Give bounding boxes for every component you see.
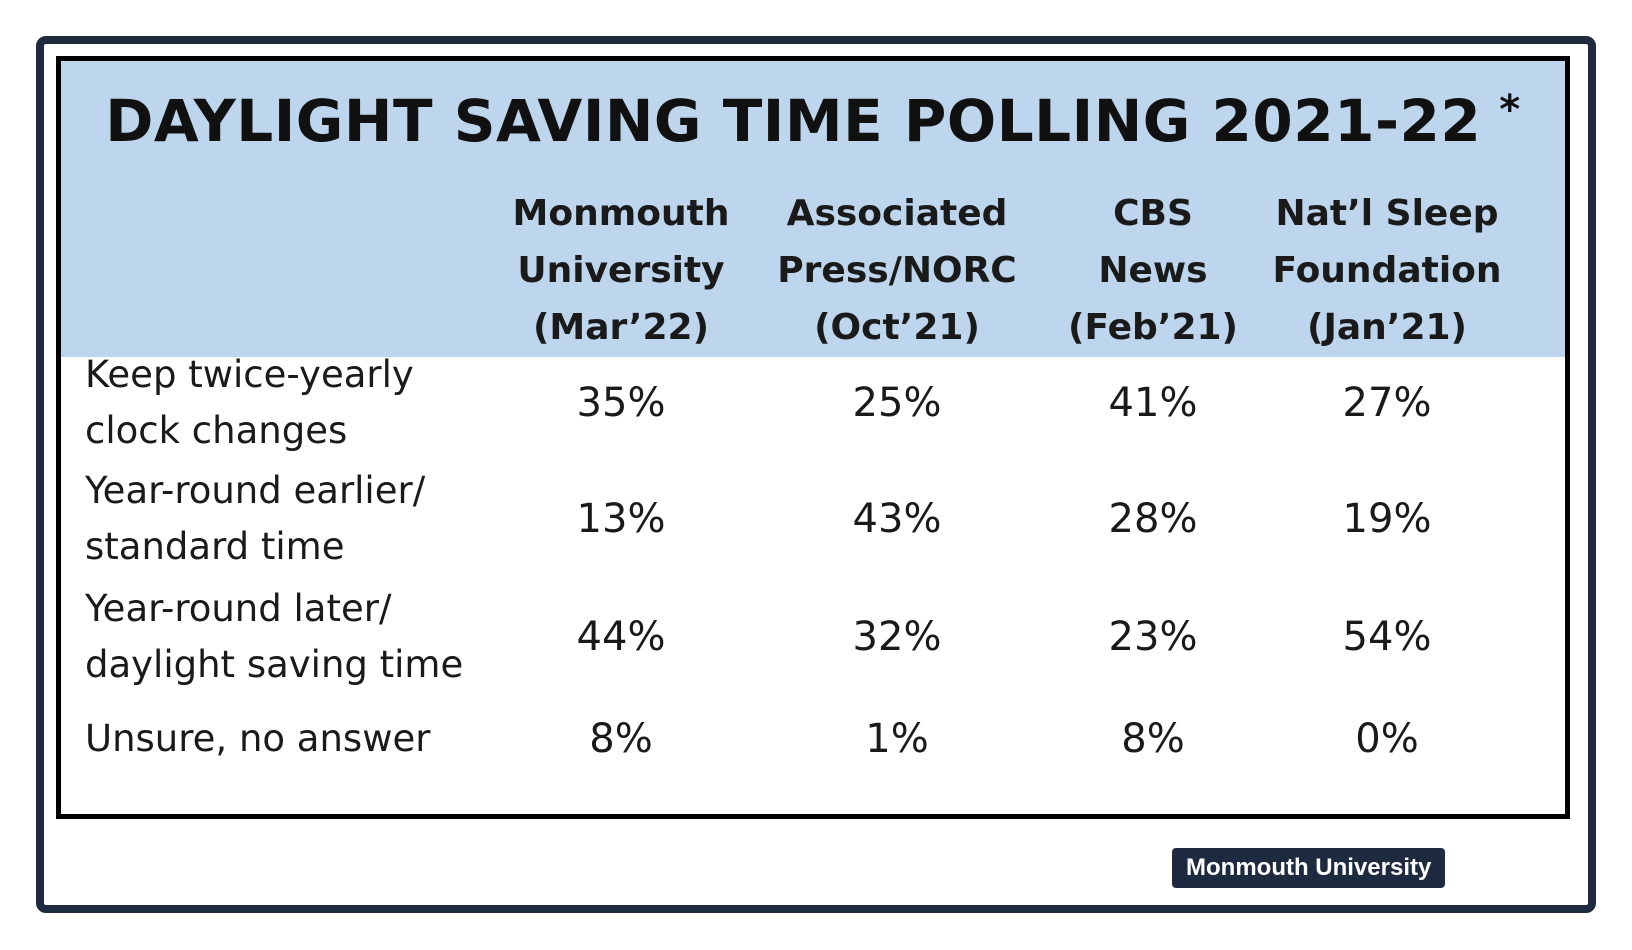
header-band xyxy=(61,61,1565,357)
data-cell: 23% xyxy=(1108,614,1198,660)
row-label: Year-round earlier/standard time xyxy=(85,463,425,575)
row-label: Unsure, no answer xyxy=(85,711,430,767)
data-cell: 0% xyxy=(1355,716,1419,762)
row-label-line: Keep twice-yearly xyxy=(85,353,414,396)
row-label: Year-round later/daylight saving time xyxy=(85,581,463,693)
data-cell: 8% xyxy=(589,716,653,762)
data-cell: 44% xyxy=(576,614,666,660)
column-header-line: University xyxy=(517,250,725,291)
row-label-line: daylight saving time xyxy=(85,643,464,686)
column-header-monmouth: Monmouth University (Mar’22) xyxy=(491,185,751,356)
data-cell: 27% xyxy=(1342,380,1432,426)
column-header-line: News xyxy=(1098,250,1208,291)
data-cell: 1% xyxy=(865,716,929,762)
row-label-line: Year-round later/ xyxy=(85,587,392,630)
data-cell: 32% xyxy=(852,614,942,660)
poll-table: DAYLIGHT SAVING TIME POLLING 2021-22 * Mo… xyxy=(56,56,1570,819)
row-label-line: Unsure, no answer xyxy=(85,717,431,760)
data-cell: 41% xyxy=(1108,380,1198,426)
data-cell: 54% xyxy=(1342,614,1432,660)
title-asterisk: * xyxy=(1499,87,1521,133)
data-cell: 43% xyxy=(852,496,942,542)
source-badge: Monmouth University xyxy=(1172,848,1446,888)
column-header-line: (Mar’22) xyxy=(532,307,710,348)
column-header-line: (Feb’21) xyxy=(1068,307,1238,348)
column-header-line: (Jan’21) xyxy=(1307,307,1467,348)
column-header-line: Press/NORC xyxy=(777,250,1017,291)
column-header-ap-norc: Associated Press/NORC (Oct’21) xyxy=(767,185,1027,356)
data-cell: 35% xyxy=(576,380,666,426)
column-header-line: Associated xyxy=(786,193,1008,234)
row-label: Keep twice-yearly clock changes xyxy=(85,347,414,459)
data-cell: 8% xyxy=(1121,716,1185,762)
row-label-line: Year-round earlier/ xyxy=(85,469,426,512)
data-cell: 25% xyxy=(852,380,942,426)
column-header-line: (Oct’21) xyxy=(814,307,980,348)
chart-title: DAYLIGHT SAVING TIME POLLING 2021-22 * xyxy=(61,87,1565,155)
column-header-line: Monmouth xyxy=(512,193,730,234)
data-cell: 19% xyxy=(1342,496,1432,542)
column-header-line: Nat’l Sleep xyxy=(1275,193,1499,234)
data-cell: 13% xyxy=(576,496,666,542)
row-label-line: standard time xyxy=(85,525,345,568)
column-header-cbs-news: CBS News (Feb’21) xyxy=(1023,185,1283,356)
data-cell: 28% xyxy=(1108,496,1198,542)
column-header-line: CBS xyxy=(1113,193,1193,234)
column-header-sleep-foundation: Nat’l Sleep Foundation (Jan’21) xyxy=(1257,185,1517,356)
chart-title-text: DAYLIGHT SAVING TIME POLLING 2021-22 xyxy=(105,87,1482,155)
row-label-line: clock changes xyxy=(85,409,348,452)
column-header-line: Foundation xyxy=(1272,250,1502,291)
